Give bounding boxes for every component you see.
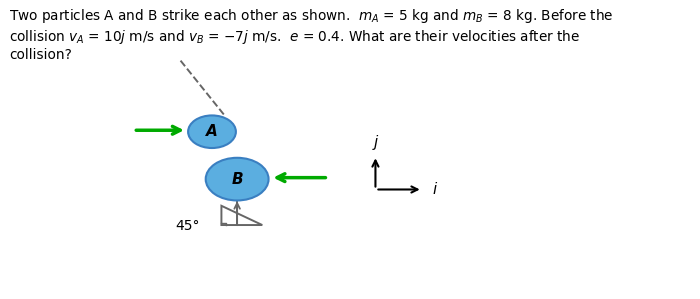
Text: j: j: [373, 135, 377, 150]
Ellipse shape: [188, 115, 236, 148]
Text: Two particles A and B strike each other as shown.  $m_A$ = 5 kg and $m_B$ = 8 kg: Two particles A and B strike each other …: [9, 7, 613, 62]
Text: B: B: [231, 172, 243, 187]
Text: i: i: [432, 182, 436, 197]
Ellipse shape: [206, 158, 269, 200]
Text: A: A: [206, 124, 218, 139]
Text: 45°: 45°: [176, 219, 200, 233]
